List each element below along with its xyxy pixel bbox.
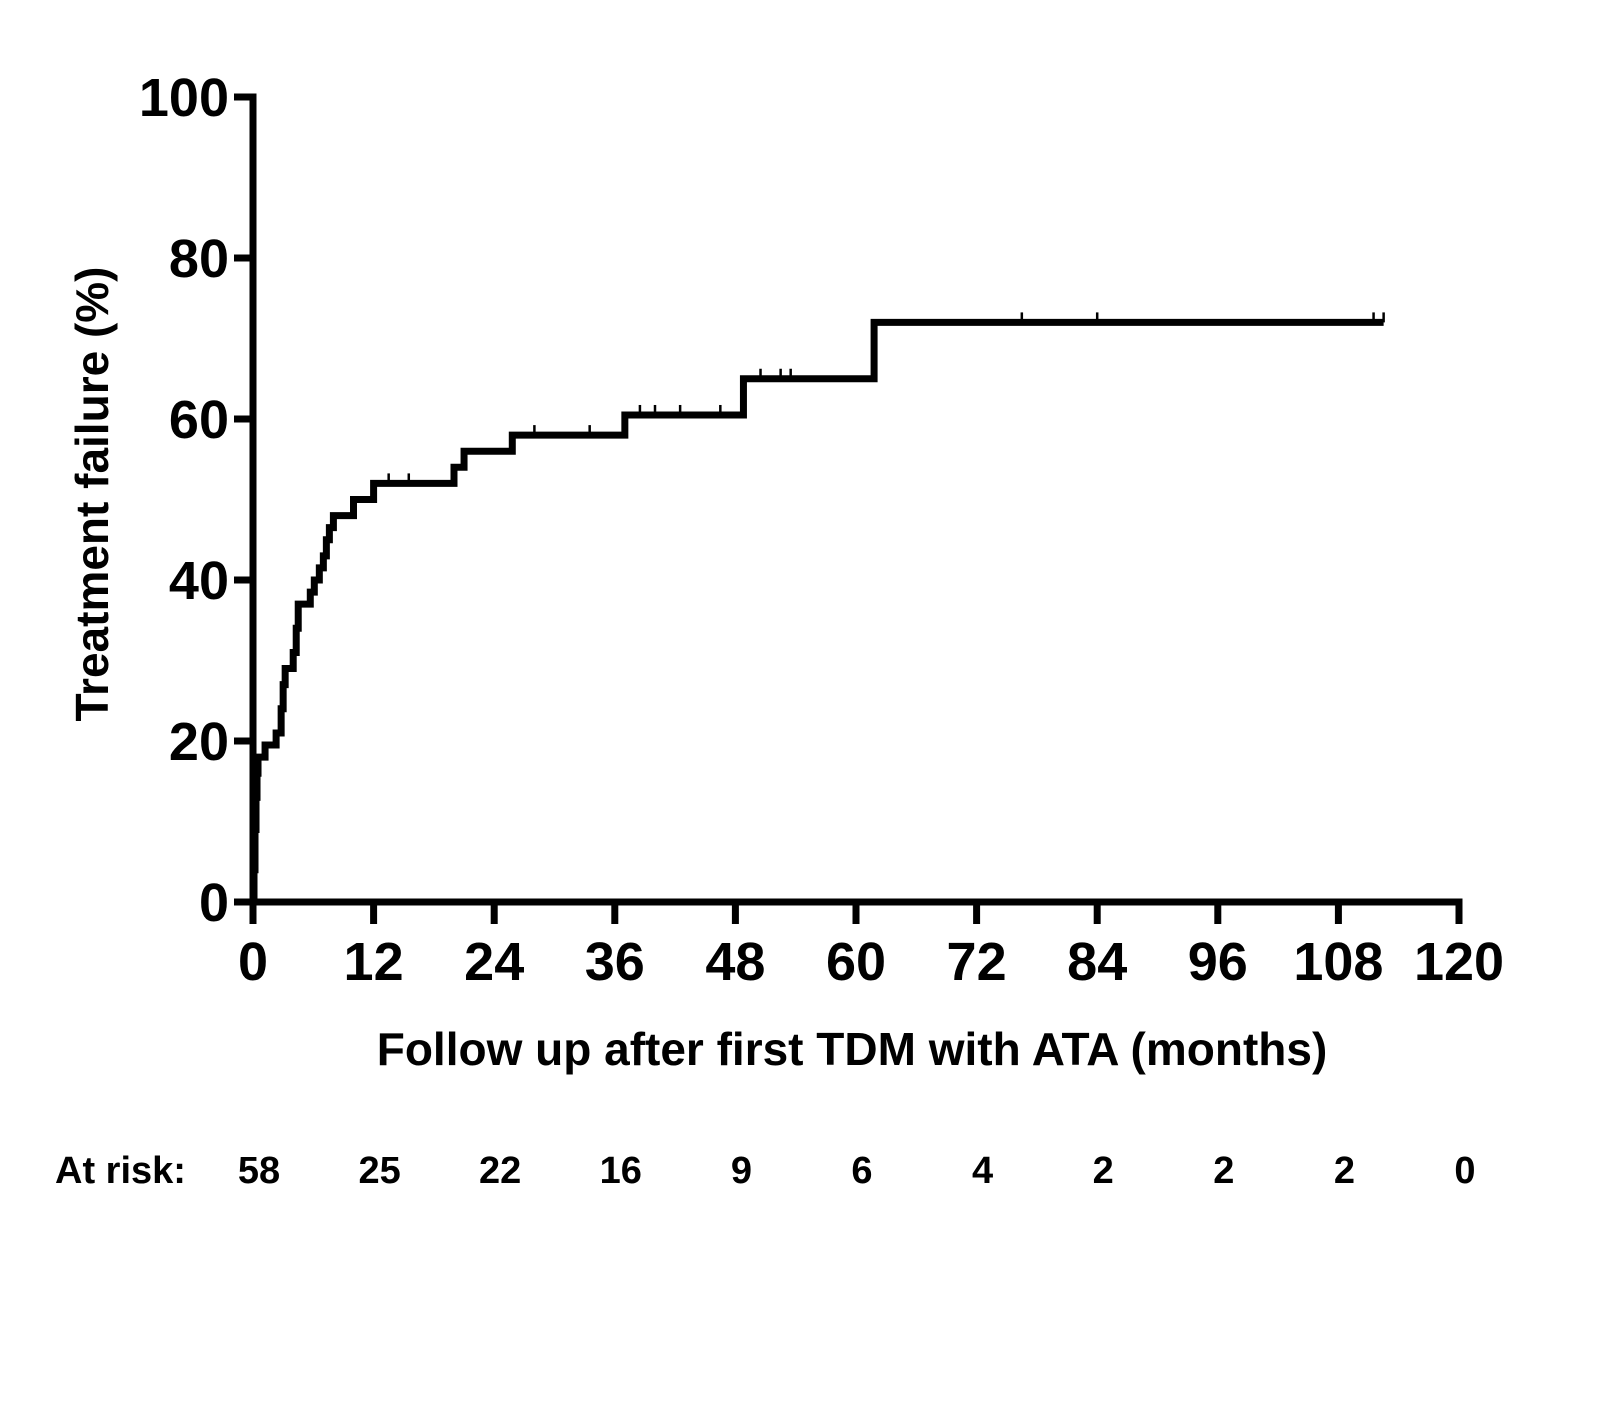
at-risk-count: 22 [479,1150,521,1192]
x-tick-label: 84 [1067,932,1127,992]
at-risk-label: At risk: [55,1150,186,1192]
y-tick-label: 20 [169,712,229,772]
axes: 0 20 40 60 80 100 0 12 24 36 48 60 72 84 96 108 120 [139,68,1504,992]
at-risk-count: 25 [358,1150,400,1192]
y-tick-label: 40 [169,551,229,611]
x-tick-label: 24 [464,932,524,992]
x-axis-title: Follow up after first TDM with ATA (mont… [377,1023,1328,1075]
x-tick-label: 96 [1188,932,1248,992]
x-tick-label: 72 [947,932,1007,992]
x-tick-label: 0 [238,932,268,992]
x-tick-label: 120 [1414,932,1504,992]
y-tick-label: 80 [169,229,229,289]
at-risk-count: 9 [731,1150,752,1192]
y-axis-title: Treatment failure (%) [66,267,118,722]
curve-layer [250,312,1385,906]
at-risk-count: 58 [238,1150,280,1192]
y-tick-label: 0 [199,873,229,933]
at-risk-count: 4 [972,1150,993,1192]
x-tick-label: 108 [1293,932,1383,992]
x-tick-label: 60 [826,932,886,992]
at-risk-count: 16 [600,1150,642,1192]
y-tick-label: 100 [139,68,229,128]
at-risk-count: 2 [1213,1150,1234,1192]
x-tick-label: 36 [585,932,645,992]
x-tick-label: 48 [705,932,765,992]
at-risk-count: 6 [851,1150,872,1192]
at-risk-count: 0 [1454,1150,1475,1192]
at-risk-count: 2 [1334,1150,1355,1192]
at-risk-count: 2 [1093,1150,1114,1192]
survival-curve [250,318,1384,906]
at-risk-table: At risk: 58 25 22 16 9 6 4 2 2 2 0 [55,1150,1476,1192]
y-tick-label: 60 [169,390,229,450]
x-tick-label: 12 [344,932,404,992]
